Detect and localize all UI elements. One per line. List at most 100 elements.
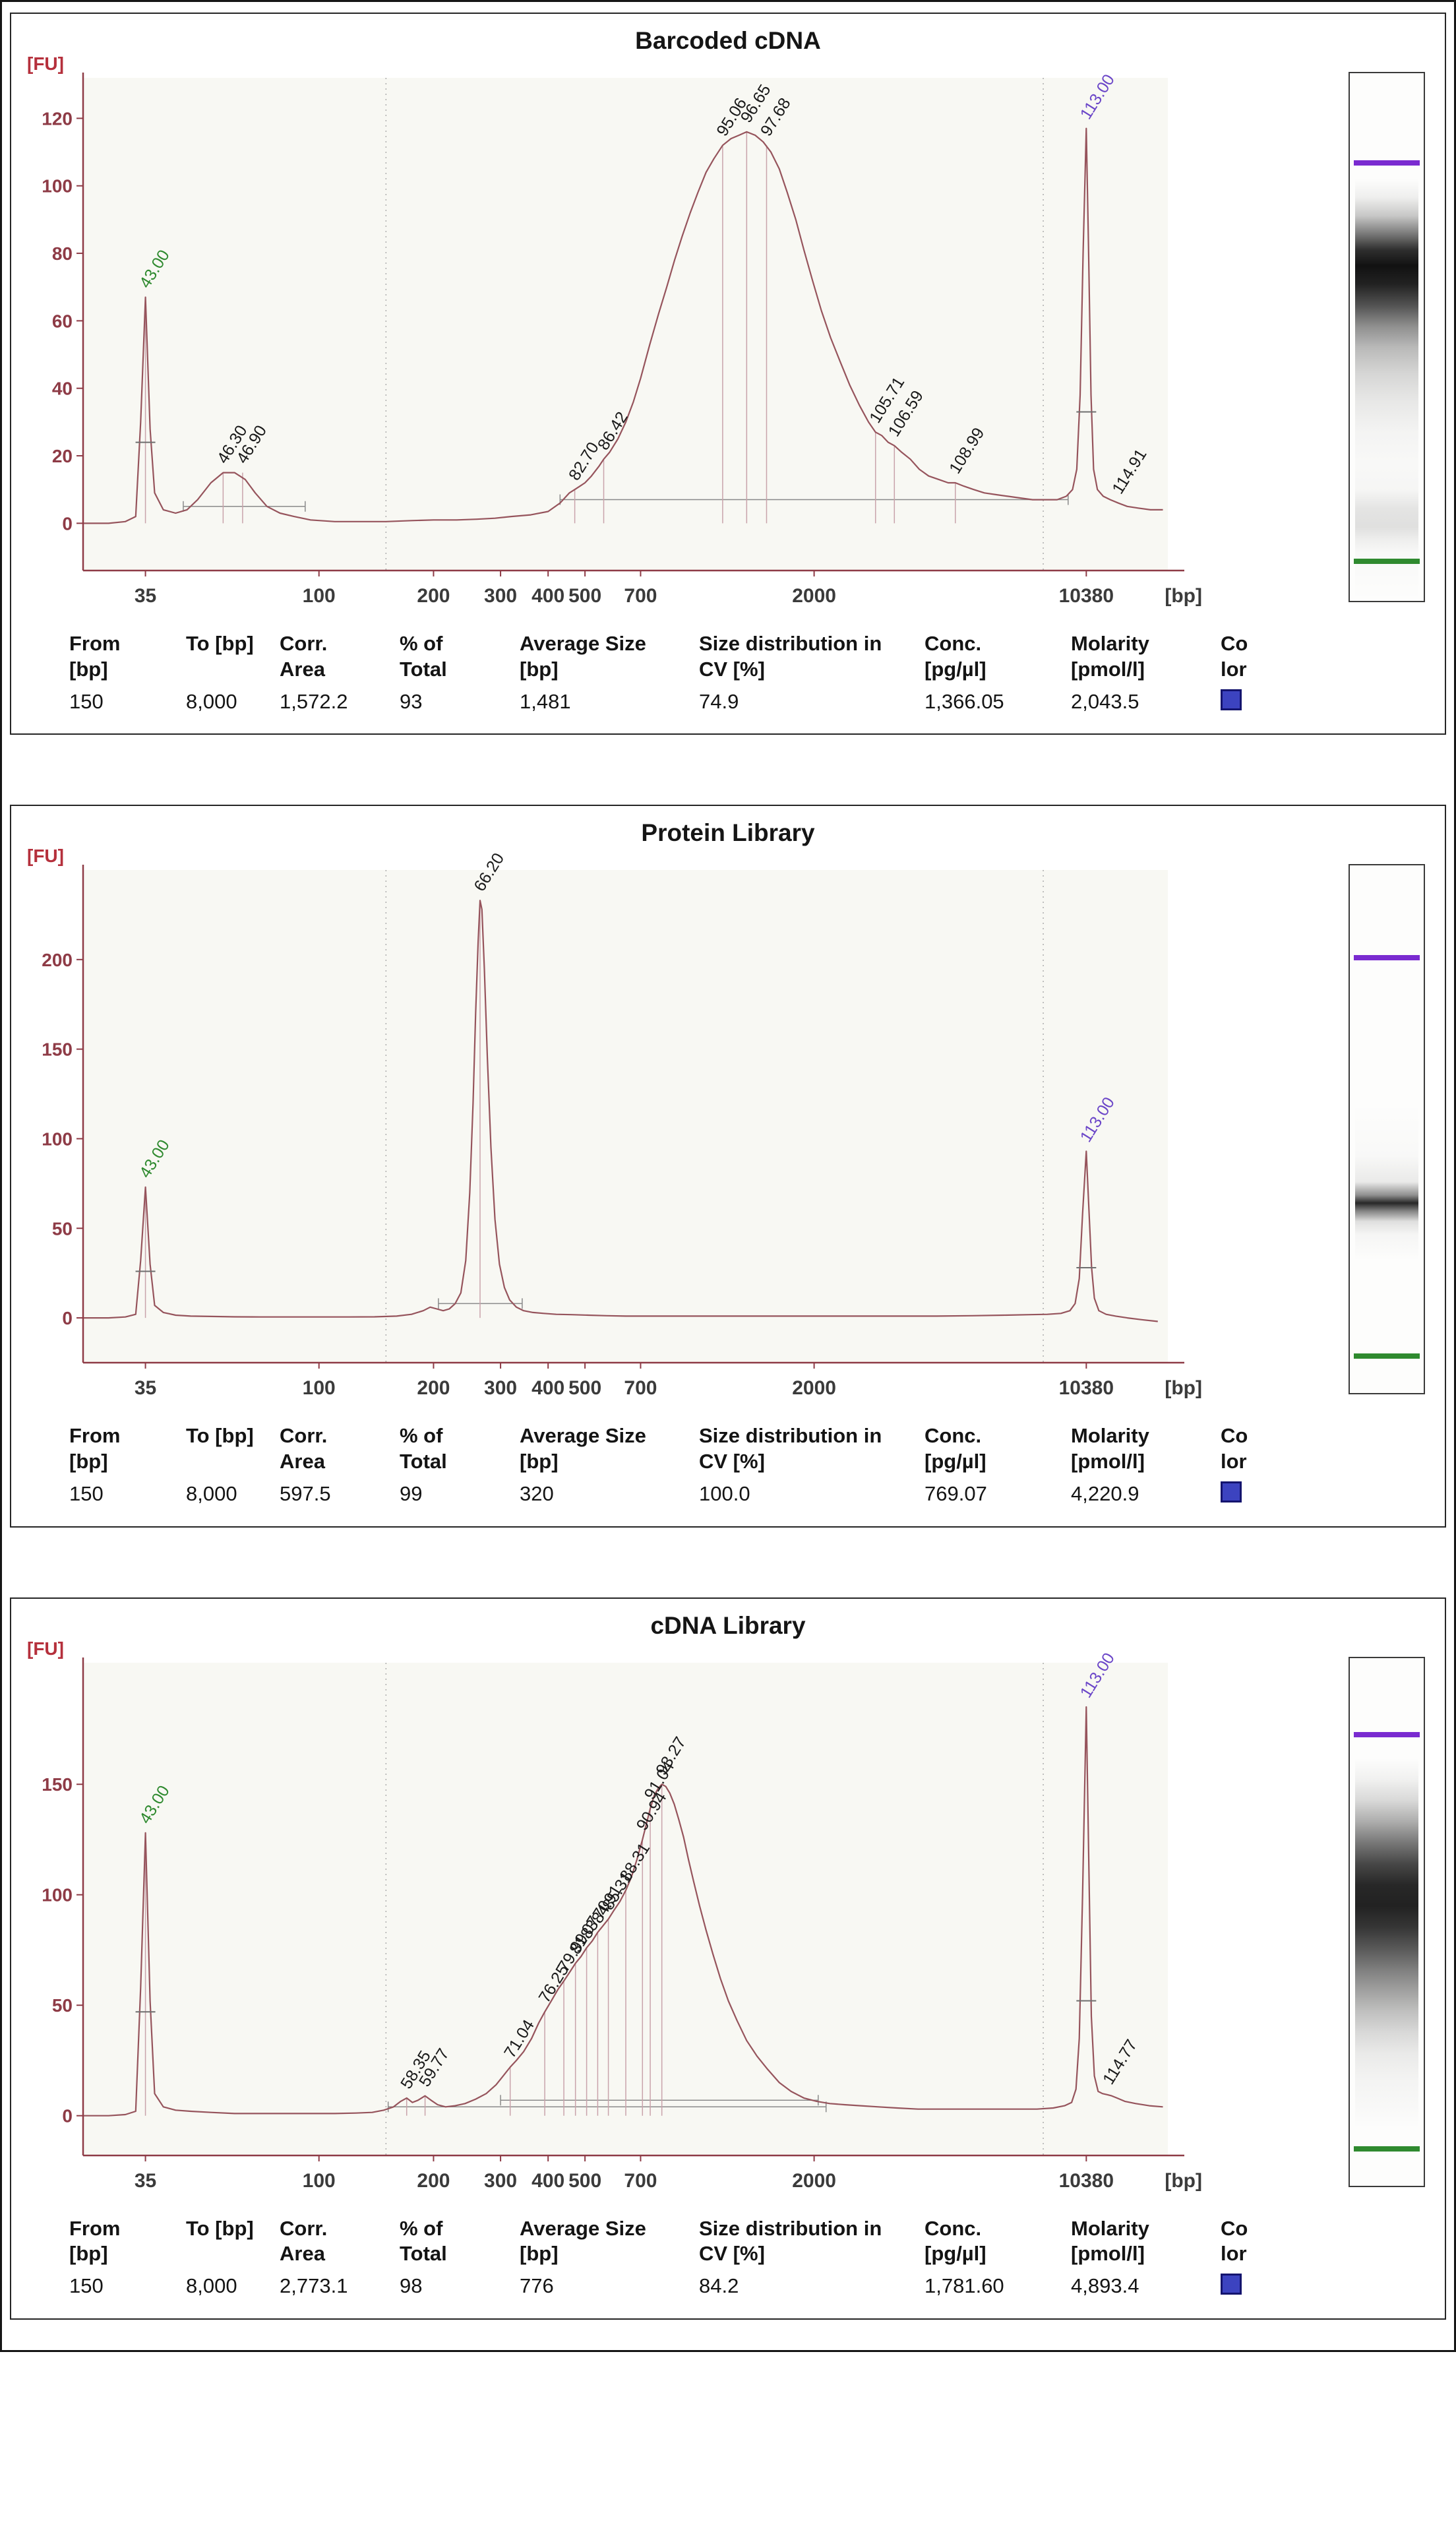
value-pct-total: 93 [400,689,423,713]
svg-text:700: 700 [624,2170,657,2192]
plot-area [83,78,1168,571]
svg-text:400: 400 [531,585,564,607]
svg-text:200: 200 [42,950,73,970]
gel-smear [1355,1657,1418,2186]
value-from: 150 [69,689,104,713]
trace [83,900,1158,1322]
svg-text:300: 300 [484,585,517,607]
peak-drop-lines [144,1783,663,2116]
plot-area [83,870,1168,1363]
value-conc: 1,366.05 [925,689,1004,713]
svg-text:0: 0 [62,1308,73,1328]
tick-labels: 0 50 100 150 200 35 100 200 300 400 500 700 2000 1038… [42,950,1114,1399]
svg-text:200: 200 [417,585,450,607]
value-pct-total: 99 [400,1481,423,1505]
svg-text:0: 0 [62,2105,73,2126]
upper-marker-band [1354,955,1420,961]
color-swatch [1221,689,1242,710]
lower-marker-band [1354,1353,1420,1359]
col-header-average-size: Average Size [bp] [520,1424,646,1473]
color-swatch [1221,2274,1242,2295]
svg-text:150: 150 [42,1039,73,1060]
chart-row: 0 50 100 150 200 35 100 200 300 400 500 700 2000 1038… [11,846,1445,1414]
integration-markers [135,2000,1097,2012]
trace [83,127,1163,524]
col-header-molarity: Molarity [pmol/l] [1071,2216,1149,2266]
electropherogram-chart: 0 20 40 60 80 100 120 35 100 200 300 400 500 700 2000 1… [27,53,1202,607]
svg-text:100: 100 [42,1129,73,1150]
value-molarity: 4,893.4 [1071,2274,1139,2297]
svg-text:200: 200 [417,1377,450,1399]
col-header-average-size: Average Size [bp] [520,2216,646,2266]
svg-text:0: 0 [62,513,73,534]
value-average-size: 776 [520,2274,554,2297]
svg-text:35: 35 [135,585,156,607]
svg-text:100: 100 [42,1884,73,1905]
panel-barcoded-cdna: Barcoded cDNA 0 20 40 60 80 100 120 35 100 200 300… [10,13,1446,735]
panel-cdna-library: cDNA Library 0 50 100 150 35 100 200 300 400 500 7… [10,1597,1446,2320]
gel-smear [1355,865,1418,1394]
value-color [1221,1480,1273,1509]
gel-smear [1355,73,1418,601]
y-axis-unit: [FU] [27,53,64,74]
upper-marker-band [1354,160,1420,166]
svg-text:35: 35 [135,1377,156,1399]
svg-text:100: 100 [303,585,336,607]
value-to: 8,000 [186,2274,237,2297]
result-table: From [bp] To [bp] Corr. Area % of Total … [11,1414,1445,1511]
region-guides [183,78,1069,571]
value-to: 8,000 [186,1481,237,1505]
electropherogram-chart: 0 50 100 150 35 100 200 300 400 500 700 2000 10380 [b… [27,1638,1202,2192]
svg-text:300: 300 [484,1377,517,1399]
x-axis-unit: [bp] [1165,585,1202,607]
svg-text:50: 50 [52,1219,73,1239]
value-average-size: 320 [520,1481,554,1505]
svg-text:200: 200 [417,2170,450,2192]
col-header-size-distribution: Size distribution in CV [%] [699,2216,882,2266]
svg-text:2000: 2000 [792,585,836,607]
col-header-molarity: Molarity [pmol/l] [1071,632,1149,681]
col-header-color: Co lor [1221,2216,1248,2266]
peak-drop-lines [144,131,956,524]
value-corr-area: 597.5 [280,1481,331,1505]
col-header-conc: Conc. [pg/µl] [925,2216,986,2266]
peak-drop-lines [144,900,481,1318]
col-header-to: To [bp] [186,1424,254,1448]
svg-text:40: 40 [52,379,73,399]
lower-marker-band [1354,2146,1420,2152]
y-axis-unit: [FU] [27,846,64,866]
svg-text:150: 150 [42,1774,73,1795]
col-header-to: To [bp] [186,632,254,655]
svg-text:100: 100 [42,176,73,197]
value-corr-area: 2,773.1 [280,2274,348,2297]
col-header-from: From [bp] [69,2216,121,2266]
col-header-from: From [bp] [69,632,121,681]
gel-image [1349,847,1425,1395]
axes [82,865,1184,1364]
svg-text:700: 700 [624,585,657,607]
value-average-size: 1,481 [520,689,571,713]
value-from: 150 [69,1481,104,1505]
col-header-to: To [bp] [186,2216,254,2240]
chart-title: Barcoded cDNA [635,27,821,54]
upper-marker-band [1354,1731,1420,1737]
col-header-average-size: Average Size [bp] [520,632,646,681]
value-color [1221,688,1273,717]
col-header-color: Co lor [1221,632,1248,681]
chart-row: 0 50 100 150 35 100 200 300 400 500 700 2000 10380 [b… [11,1638,1445,2207]
col-header-color: Co lor [1221,1424,1248,1473]
svg-text:500: 500 [568,2170,601,2192]
region-guides [385,1662,1044,2155]
chart-title: cDNA Library [650,1611,806,1639]
svg-text:35: 35 [135,2170,156,2192]
gel-lane [1349,1656,1425,2187]
tick-labels: 0 20 40 60 80 100 120 35 100 200 300 400 500 700 2000 1… [42,108,1114,607]
svg-text:10380: 10380 [1059,1377,1114,1399]
trace [83,1706,1163,2117]
col-header-corr-area: Corr. Area [280,1424,328,1473]
value-from: 150 [69,2274,104,2297]
color-swatch [1221,1481,1242,1502]
value-size-distribution: 74.9 [699,689,739,713]
svg-text:60: 60 [52,311,73,331]
value-to: 8,000 [186,689,237,713]
